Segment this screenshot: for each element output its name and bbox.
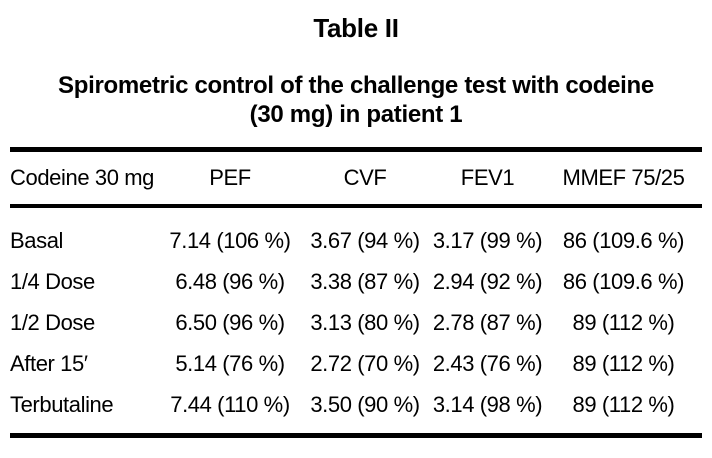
column-header-pef: PEF	[209, 165, 251, 190]
cell-mmef: 86 (109.6 %)	[562, 227, 685, 253]
cell-mmef: 89 (112 %)	[572, 350, 675, 376]
column-header-cvf: CVF	[343, 165, 387, 190]
cell-fev1: 2.78 (87 %)	[432, 309, 543, 335]
table-row-after-15: After 15′ 5.14 (76 %) 2.72 (70 %) 2.43 (…	[10, 343, 702, 384]
cell-pef: 7.14 (106 %)	[169, 227, 291, 253]
column-header-fev1: FEV1	[460, 165, 515, 190]
cell-pef: 7.44 (110 %)	[170, 391, 290, 417]
cell-mmef: 89 (112 %)	[572, 309, 675, 335]
caption-line-2: (30 mg) in patient 1	[249, 101, 463, 128]
cell-fev1: 2.43 (76 %)	[432, 350, 543, 376]
row-label: 1/4 Dose	[10, 268, 95, 294]
table-number-heading: Table II	[313, 13, 399, 43]
row-label: Terbutaline	[10, 391, 114, 417]
table-row-basal: Basal 7.14 (106 %) 3.67 (94 %) 3.17 (99 …	[10, 206, 702, 261]
cell-pef: 6.48 (96 %)	[175, 268, 285, 294]
table-caption: Spirometric control of the challenge tes…	[0, 71, 712, 129]
row-label: After 15′	[10, 350, 88, 376]
table-row-quarter-dose: 1/4 Dose 6.48 (96 %) 3.38 (87 %) 2.94 (9…	[10, 261, 702, 302]
cell-fev1: 3.14 (98 %)	[432, 391, 543, 417]
cell-cvf: 3.38 (87 %)	[310, 268, 420, 294]
cell-mmef: 89 (112 %)	[572, 391, 675, 417]
row-label: 1/2 Dose	[10, 309, 95, 335]
spirometry-table: Codeine 30 mg PEF CVF FEV1 MMEF 75/25 Ba…	[10, 147, 702, 438]
caption-line-1: Spirometric control of the challenge tes…	[58, 72, 654, 99]
cell-cvf: 3.50 (90 %)	[310, 391, 420, 417]
cell-cvf: 2.72 (70 %)	[310, 350, 420, 376]
column-header-mmef-75-25: MMEF 75/25	[562, 165, 685, 190]
cell-cvf: 3.67 (94 %)	[310, 227, 420, 253]
cell-mmef: 86 (109.6 %)	[562, 268, 685, 294]
cell-fev1: 2.94 (92 %)	[432, 268, 543, 294]
column-header-codeine-30-mg: Codeine 30 mg	[10, 165, 155, 190]
header-row: Codeine 30 mg PEF CVF FEV1 MMEF 75/25	[10, 150, 702, 206]
cell-pef: 5.14 (76 %)	[175, 350, 285, 376]
table-row-terbutaline: Terbutaline 7.44 (110 %) 3.50 (90 %) 3.1…	[10, 384, 702, 436]
row-label: Basal	[10, 227, 64, 253]
cell-pef: 6.50 (96 %)	[175, 309, 285, 335]
cell-fev1: 3.17 (99 %)	[432, 227, 543, 253]
cell-cvf: 3.13 (80 %)	[310, 309, 420, 335]
table-row-half-dose: 1/2 Dose 6.50 (96 %) 3.13 (80 %) 2.78 (8…	[10, 302, 702, 343]
